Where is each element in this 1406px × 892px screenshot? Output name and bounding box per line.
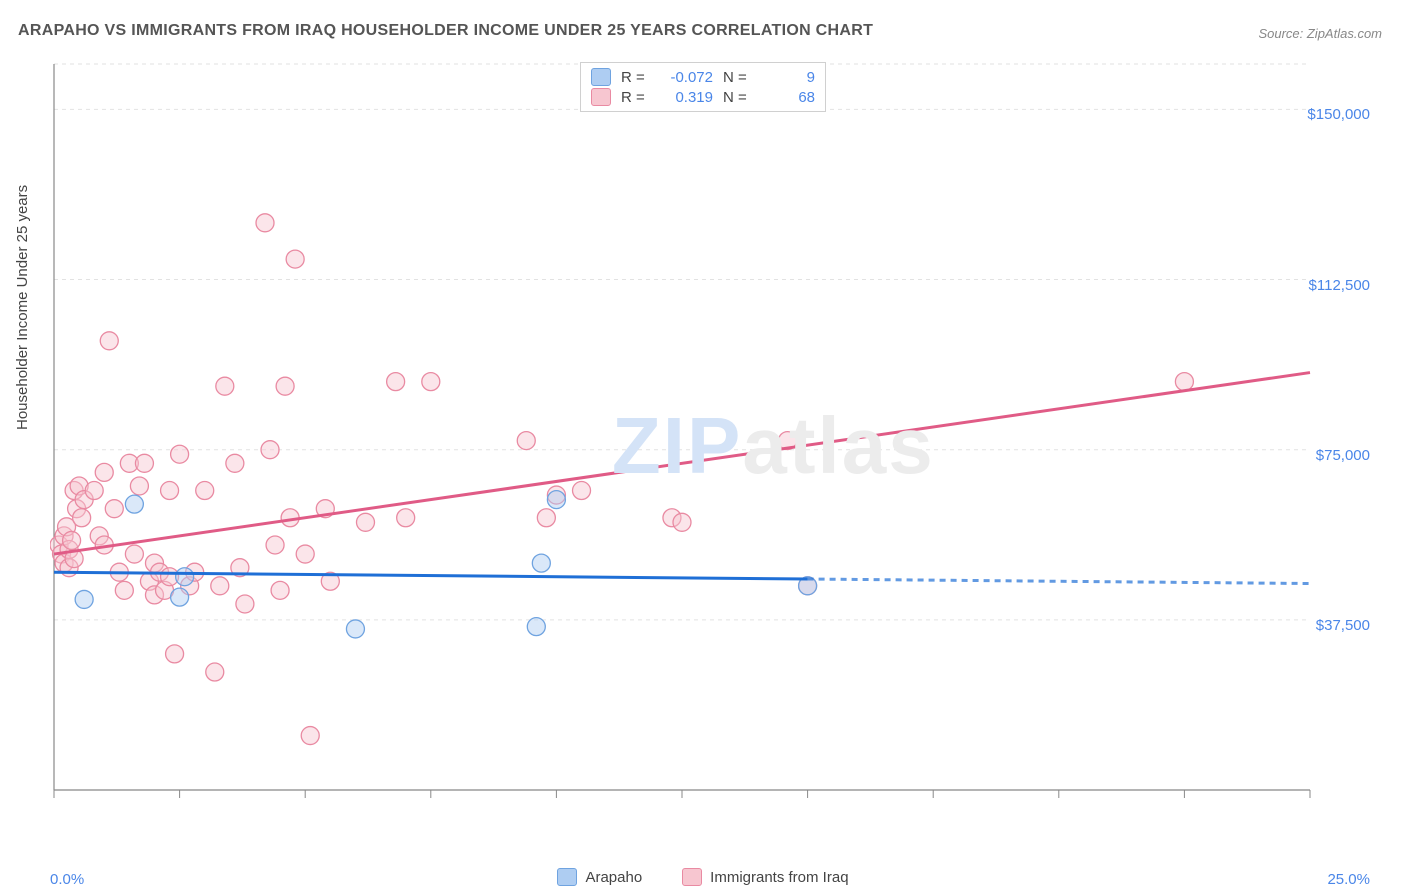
stat-r-iraq: 0.319 bbox=[657, 89, 713, 106]
legend-swatch-arapaho bbox=[557, 868, 577, 886]
chart-title: ARAPAHO VS IMMIGRANTS FROM IRAQ HOUSEHOL… bbox=[18, 22, 873, 40]
legend-item-iraq: Immigrants from Iraq bbox=[682, 868, 848, 886]
stat-label-n: N = bbox=[723, 89, 749, 106]
stats-row-iraq: R = 0.319 N = 68 bbox=[591, 87, 815, 107]
source-attribution: Source: ZipAtlas.com bbox=[1258, 26, 1382, 41]
swatch-iraq bbox=[591, 88, 611, 106]
legend-label-arapaho: Arapaho bbox=[585, 869, 642, 886]
scatter-chart-svg bbox=[50, 60, 1370, 820]
stats-row-arapaho: R = -0.072 N = 9 bbox=[591, 67, 815, 87]
chart-container: ARAPAHO VS IMMIGRANTS FROM IRAQ HOUSEHOL… bbox=[0, 0, 1406, 892]
stat-label-r: R = bbox=[621, 69, 647, 86]
y-tick-label: $75,000 bbox=[1316, 447, 1370, 464]
swatch-arapaho bbox=[591, 68, 611, 86]
stats-legend-box: R = -0.072 N = 9 R = 0.319 N = 68 bbox=[580, 62, 826, 112]
stat-label-r: R = bbox=[621, 89, 647, 106]
legend-item-arapaho: Arapaho bbox=[557, 868, 642, 886]
bottom-legend: Arapaho Immigrants from Iraq bbox=[0, 868, 1406, 886]
y-axis-label: Householder Income Under 25 years bbox=[14, 185, 31, 430]
stat-label-n: N = bbox=[723, 69, 749, 86]
y-tick-label: $150,000 bbox=[1307, 106, 1370, 123]
legend-swatch-iraq bbox=[682, 868, 702, 886]
legend-label-iraq: Immigrants from Iraq bbox=[710, 869, 848, 886]
y-tick-label: $112,500 bbox=[1309, 277, 1370, 294]
stat-n-arapaho: 9 bbox=[759, 69, 815, 86]
plot-area bbox=[50, 60, 1370, 820]
stat-r-arapaho: -0.072 bbox=[657, 69, 713, 86]
stat-n-iraq: 68 bbox=[759, 89, 815, 106]
y-tick-label: $37,500 bbox=[1316, 617, 1370, 634]
